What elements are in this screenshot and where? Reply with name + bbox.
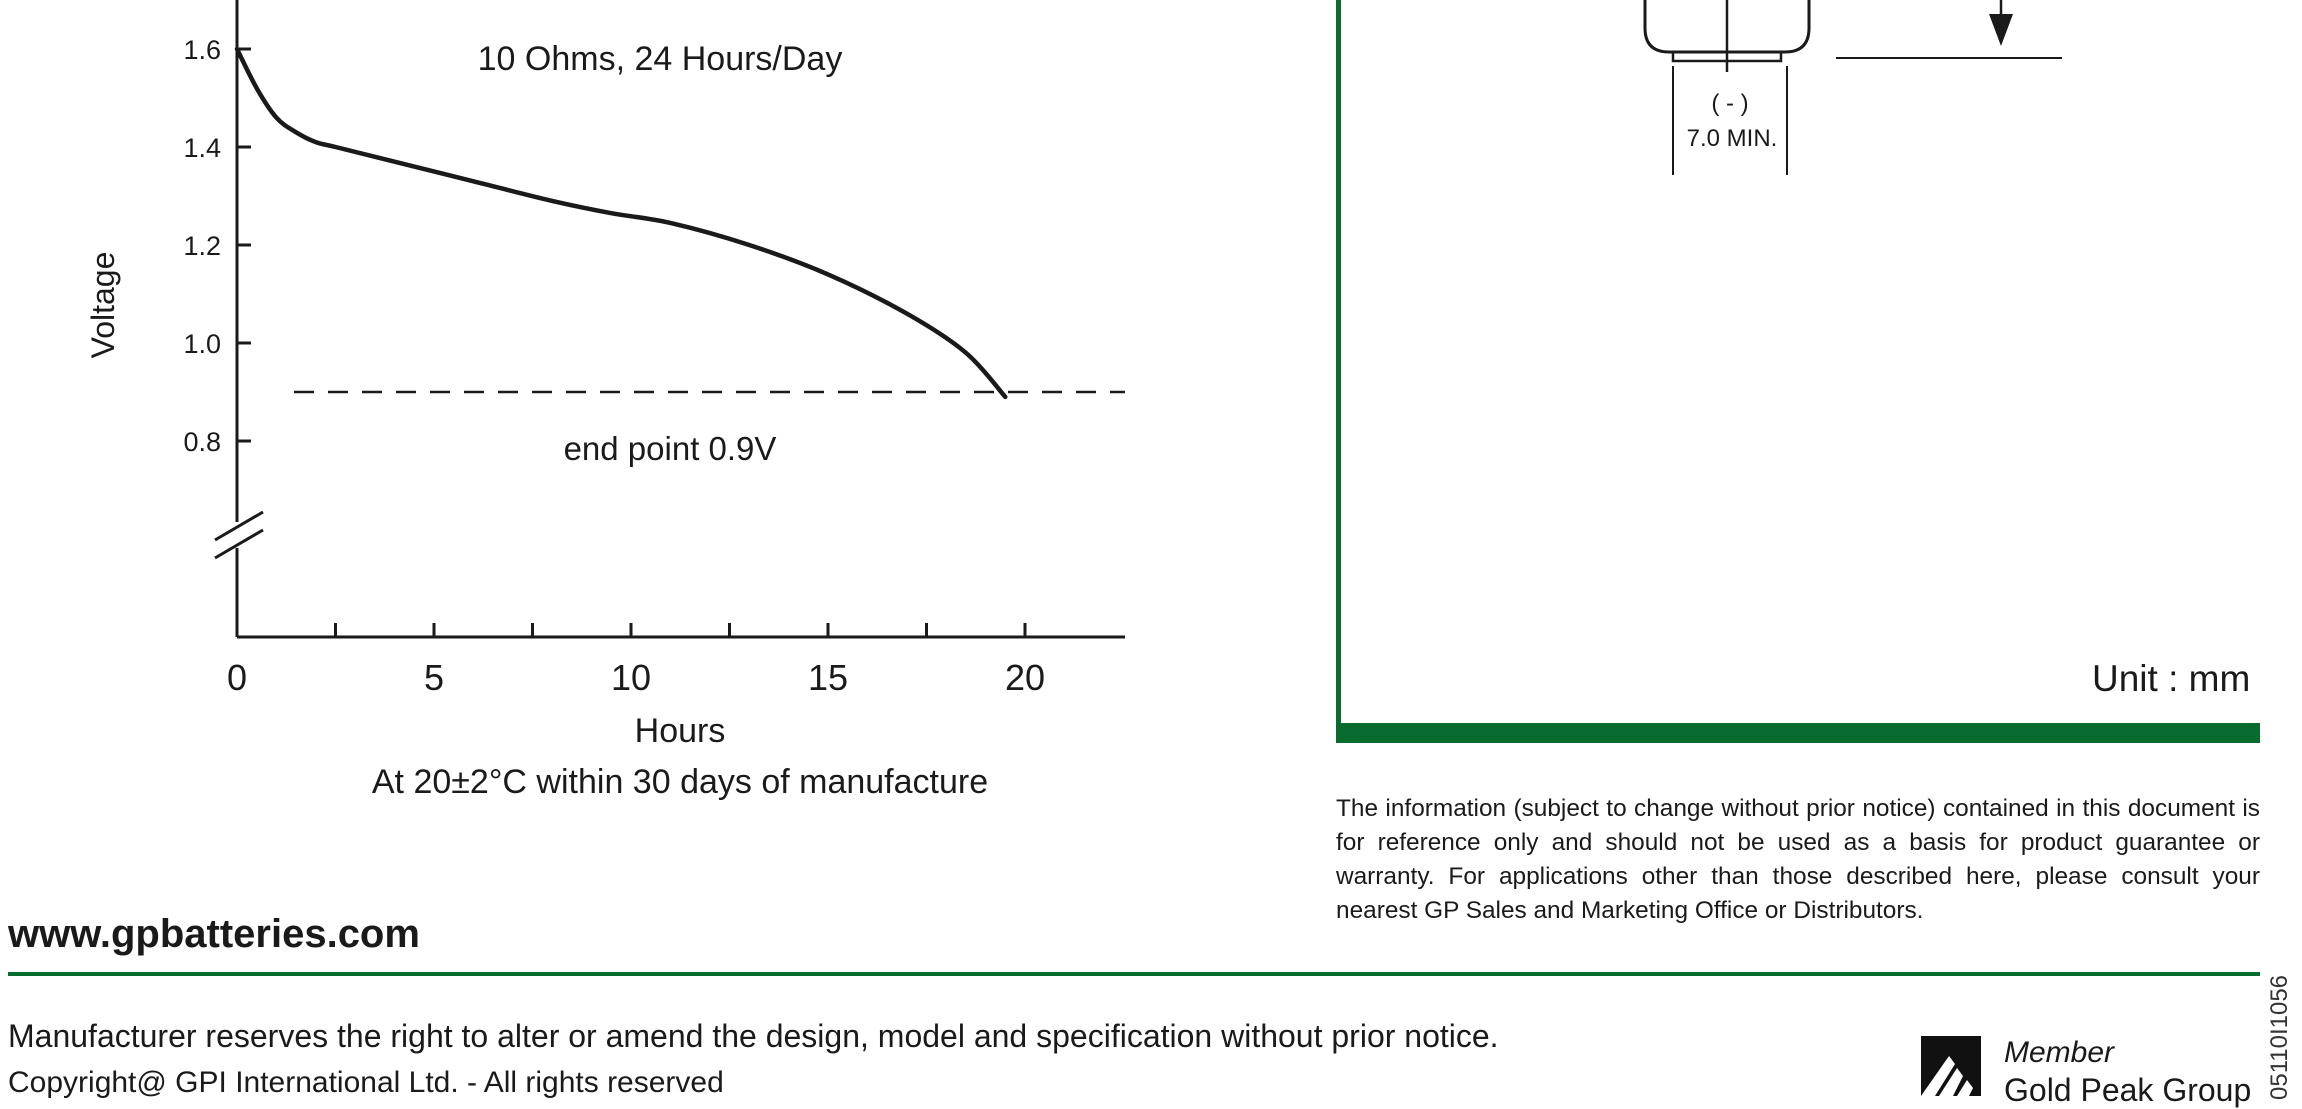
- dimension-drawing-panel: ( - ) 7.0 MIN.: [1336, 0, 2260, 729]
- reference-line-label: end point 0.9V: [564, 430, 777, 467]
- member-label: Member: [2004, 1036, 2115, 1069]
- x-tick-label: 15: [808, 657, 848, 698]
- footer-divider: [8, 972, 2260, 976]
- x-tick-label: 5: [424, 657, 444, 698]
- y-tick-label: 1.4: [183, 133, 221, 163]
- min-dimension-label: 7.0 MIN.: [1687, 125, 1778, 152]
- x-tick-label: 10: [611, 657, 651, 698]
- x-tick-label: 0: [227, 657, 247, 698]
- battery-outline-drawing: ( - ) 7.0 MIN.: [1643, 0, 2062, 175]
- axis-break-mark: [214, 528, 264, 560]
- disclaimer-text: The information (subject to change witho…: [1336, 795, 2260, 924]
- y-tick-label: 0.8: [183, 427, 221, 457]
- y-tick-label: 1.6: [183, 35, 221, 65]
- terminal-label: ( - ): [1711, 90, 1748, 117]
- x-tick-label: 20: [1005, 657, 1045, 698]
- y-tick-label: 1.0: [183, 329, 221, 359]
- unit-label: Unit : mm: [2092, 658, 2251, 699]
- chart-plot-area: 0 5 10 15 20 0.8 1.0 1.2 1.4 1.6: [183, 0, 1125, 698]
- panel-bottom-bar: [1336, 723, 2260, 743]
- discharge-curve: [234, 46, 1008, 400]
- y-tick-label: 1.2: [183, 231, 221, 261]
- footer-notice: Manufacturer reserves the right to alter…: [8, 1018, 1499, 1054]
- discharge-chart: 0 5 10 15 20 0.8 1.0 1.2 1.4 1.6 10 Ohms, 24 Hour…: [85, 0, 1125, 801]
- x-axis-label: Hours: [635, 712, 726, 750]
- chart-subtitle: At 20±2°C within 30 days of manufacture: [372, 763, 988, 801]
- axis-break-mark: [214, 510, 264, 542]
- y-axis-label: Voltage: [85, 252, 121, 359]
- gold-peak-logo-icon: [1921, 1036, 1981, 1096]
- document-code: 05110I1056: [2266, 974, 2293, 1100]
- website-link[interactable]: www.gpbatteries.com: [8, 912, 420, 956]
- copyright-text: Copyright@ GPI International Ltd. - All …: [8, 1066, 724, 1099]
- group-name: Gold Peak Group: [2004, 1072, 2252, 1108]
- chart-title: 10 Ohms, 24 Hours/Day: [478, 40, 843, 78]
